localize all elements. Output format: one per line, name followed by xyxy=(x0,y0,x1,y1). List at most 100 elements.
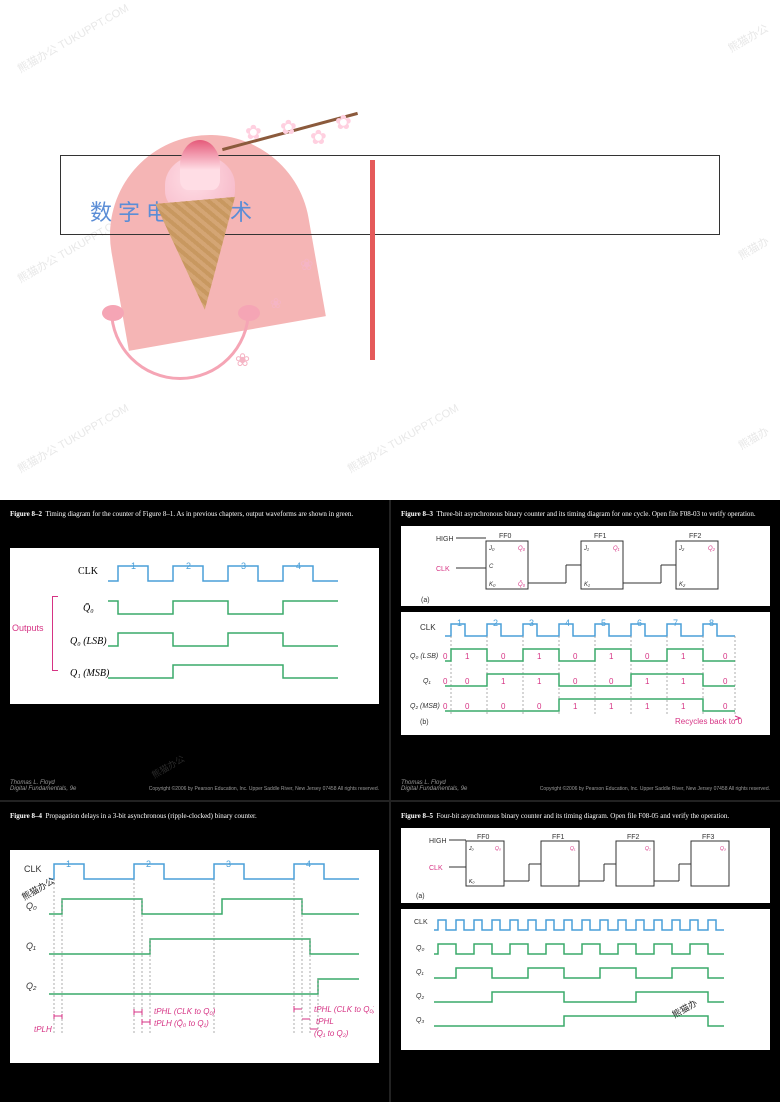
svg-text:FF3: FF3 xyxy=(702,834,715,841)
footer-author: Thomas L. FloydDigital Fundamentals, 9e xyxy=(10,780,76,792)
svg-text:Q₂: Q₂ xyxy=(708,546,716,552)
svg-text:1: 1 xyxy=(681,652,686,661)
watermark: 熊猫办公 TUKUPPT.COM xyxy=(14,0,131,76)
circuit-diagram-83: HIGH CLK FF0 J₀ K₀ C Q₀ Q̄₀ FF1 J₁ K₁ Q₁… xyxy=(401,526,770,606)
svg-text:tPLH (Q̄₀ to Q₁): tPLH (Q̄₀ to Q₁) xyxy=(154,1019,209,1028)
svg-text:CLK: CLK xyxy=(414,919,428,926)
svg-text:6: 6 xyxy=(637,618,642,628)
small-flower-icon: ❀ xyxy=(270,295,282,312)
svg-text:FF2: FF2 xyxy=(689,533,702,540)
svg-text:K₀: K₀ xyxy=(489,582,496,588)
timing-svg: CLK 1 2 3 4 Q̄₀ Q₀ (LSB) Q₁ (MSB) xyxy=(18,556,358,691)
svg-text:0: 0 xyxy=(573,677,578,686)
small-flower-icon: ❀ xyxy=(300,255,313,275)
svg-text:Q₂: Q₂ xyxy=(26,981,37,991)
svg-text:(b): (b) xyxy=(420,719,429,726)
svg-text:K₁: K₁ xyxy=(584,582,590,588)
watermark: 熊猫办 xyxy=(735,233,772,263)
watermark: 熊猫办 xyxy=(735,423,772,453)
svg-text:K₀: K₀ xyxy=(469,879,474,885)
svg-text:FF1: FF1 xyxy=(594,533,607,540)
svg-text:0: 0 xyxy=(723,652,728,661)
svg-text:Q̄₀: Q̄₀ xyxy=(83,602,94,614)
svg-text:CLK: CLK xyxy=(24,864,42,874)
timing-diagram-83: CLK 1 2 3 4 5 6 7 8 Q₀ (LSB) xyxy=(401,612,770,735)
svg-text:0: 0 xyxy=(443,652,448,661)
svg-text:(a): (a) xyxy=(416,893,425,900)
title-slide: 熊猫办公 TUKUPPT.COM 熊猫办公 TUKUPPT.COM 熊猫办公 T… xyxy=(0,0,780,500)
flower-icon xyxy=(310,125,328,143)
svg-text:J₀: J₀ xyxy=(468,846,474,852)
svg-text:J₀: J₀ xyxy=(488,546,495,552)
output-bracket xyxy=(52,596,58,671)
figure-caption: Figure 8–4 Propagation delays in a 3-bit… xyxy=(10,812,379,820)
svg-text:1: 1 xyxy=(573,702,578,711)
watermark: 熊猫办公 TUKUPPT.COM xyxy=(14,400,131,477)
flower-icon xyxy=(280,115,298,133)
svg-text:CLK: CLK xyxy=(436,566,450,573)
svg-text:(Q₁ to Q₂): (Q₁ to Q₂) xyxy=(314,1029,349,1038)
svg-text:Q₂: Q₂ xyxy=(645,846,651,852)
svg-text:0: 0 xyxy=(465,702,470,711)
svg-text:1: 1 xyxy=(609,702,614,711)
circuit-diagram-85: HIGH CLK FF0 J₀ K₀ Q₀ FF1 Q₁ FF2 Q₂ FF3 … xyxy=(401,828,770,903)
svg-text:Recycles back to 0: Recycles back to 0 xyxy=(675,717,743,726)
svg-text:K₂: K₂ xyxy=(679,582,686,588)
icecream-swirl xyxy=(180,140,220,190)
figure-caption: Figure 8–5 Four-bit asynchronous binary … xyxy=(401,812,770,820)
svg-text:Q₁: Q₁ xyxy=(416,969,424,976)
svg-text:Q₀: Q₀ xyxy=(416,945,424,952)
svg-text:0: 0 xyxy=(501,702,506,711)
svg-text:1: 1 xyxy=(457,618,462,628)
svg-text:J₁: J₁ xyxy=(583,546,589,552)
timing-diagram-84: CLK 1 2 3 4 Q₀ Q₁ Q₂ xyxy=(10,850,379,1063)
svg-text:Q₃: Q₃ xyxy=(720,846,726,852)
watermark: 熊猫办公 xyxy=(149,752,187,781)
svg-text:FF1: FF1 xyxy=(552,834,565,841)
svg-text:CLK: CLK xyxy=(429,865,443,872)
svg-text:Q₀ (LSB): Q₀ (LSB) xyxy=(410,653,438,660)
svg-text:Q₀: Q₀ xyxy=(26,901,37,911)
panel-fig85: Figure 8–5 Four-bit asynchronous binary … xyxy=(391,802,780,1102)
svg-text:0: 0 xyxy=(443,677,448,686)
svg-text:0: 0 xyxy=(573,652,578,661)
svg-text:Q₂: Q₂ xyxy=(416,993,424,1000)
panel-fig83: Figure 8–3 Three-bit asynchronous binary… xyxy=(391,500,780,800)
svg-text:4: 4 xyxy=(565,618,570,628)
flower-icon xyxy=(335,110,353,128)
flower-icon xyxy=(245,120,263,138)
svg-text:0: 0 xyxy=(609,677,614,686)
svg-text:Q₁: Q₁ xyxy=(26,941,36,951)
svg-text:tPHL (CLK to Q₀): tPHL (CLK to Q₀) xyxy=(314,1005,374,1014)
figure-grid: Figure 8–2 Timing diagram for the counte… xyxy=(0,500,780,1102)
svg-text:1: 1 xyxy=(537,652,542,661)
svg-text:CLK: CLK xyxy=(420,623,436,632)
svg-text:1: 1 xyxy=(645,677,650,686)
svg-text:1: 1 xyxy=(609,652,614,661)
svg-text:Q₁ (MSB): Q₁ (MSB) xyxy=(70,668,110,679)
svg-text:Q₀: Q₀ xyxy=(518,546,526,552)
svg-text:Q₁: Q₁ xyxy=(423,678,431,685)
svg-text:1: 1 xyxy=(645,702,650,711)
vertical-divider xyxy=(370,160,375,360)
svg-text:C: C xyxy=(489,564,494,570)
svg-text:J₂: J₂ xyxy=(678,546,685,552)
timing-diagram-82: Outputs CLK 1 2 3 4 Q̄₀ Q₀ (LSB) Q₁ (MSB… xyxy=(10,548,379,704)
svg-text:Q₀ (LSB): Q₀ (LSB) xyxy=(70,636,107,647)
small-flower-icon: ❀ xyxy=(235,350,250,371)
footer-author: Thomas L. FloydDigital Fundamentals, 9e xyxy=(401,780,467,792)
svg-text:0: 0 xyxy=(723,677,728,686)
svg-text:HIGH: HIGH xyxy=(436,536,454,543)
svg-text:FF0: FF0 xyxy=(477,834,490,841)
svg-text:0: 0 xyxy=(723,702,728,711)
svg-text:tPLH: tPLH xyxy=(34,1025,52,1034)
svg-text:1: 1 xyxy=(681,677,686,686)
timing-diagram-85: CLK Q₀ Q₁ Q₂ Q₃ xyxy=(401,909,770,1050)
svg-text:2: 2 xyxy=(493,618,498,628)
svg-text:(a): (a) xyxy=(421,597,430,604)
svg-text:FF2: FF2 xyxy=(627,834,640,841)
svg-text:Q₂ (MSB): Q₂ (MSB) xyxy=(410,703,440,710)
svg-text:Q₀: Q₀ xyxy=(495,846,501,852)
svg-text:HIGH: HIGH xyxy=(429,838,447,845)
svg-text:tPHL (CLK to Q₀): tPHL (CLK to Q₀) xyxy=(154,1007,216,1016)
